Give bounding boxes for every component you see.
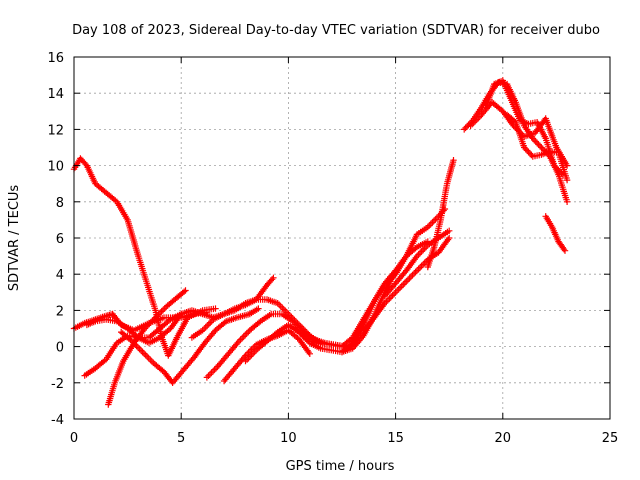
- y-tick-label: 0: [56, 341, 64, 356]
- series-arc-5: [105, 287, 189, 408]
- data-point-markers: [105, 287, 189, 408]
- x-tick-label: 20: [495, 431, 512, 446]
- y-tick-label: 6: [56, 232, 64, 247]
- x-axis-label: GPS time / hours: [286, 459, 395, 474]
- series-arc-6: [118, 305, 262, 386]
- series-arc-18: [482, 77, 566, 178]
- data-points: [70, 77, 571, 408]
- chart-title: Day 108 of 2023, Sidereal Day-to-day VTE…: [72, 23, 600, 38]
- series-arc-14: [381, 227, 453, 300]
- series-arc-19: [503, 111, 571, 184]
- data-point-markers: [118, 305, 262, 386]
- series-arc-20: [542, 213, 569, 254]
- y-tick-label: -2: [51, 377, 64, 392]
- data-point-markers: [542, 213, 569, 254]
- x-tick-label: 10: [280, 431, 297, 446]
- y-tick-label: -4: [51, 413, 64, 428]
- x-tick-label: 5: [177, 431, 185, 446]
- axis-ticks: 0 5 10 15 20 25 -4 -2 0 2 4 6 8 10 12 14 16: [47, 51, 618, 446]
- x-tick-label: 15: [387, 431, 404, 446]
- x-tick-label: 25: [602, 431, 619, 446]
- data-point-markers: [424, 157, 457, 271]
- y-tick-label: 14: [47, 87, 64, 102]
- y-tick-label: 2: [56, 304, 64, 319]
- data-point-markers: [381, 227, 453, 300]
- data-point-markers: [349, 234, 453, 347]
- y-tick-label: 8: [56, 196, 64, 211]
- y-axis-label: SDTVAR / TECUs: [7, 185, 22, 292]
- series-arc-15: [424, 157, 457, 271]
- x-tick-label: 0: [70, 431, 78, 446]
- series-arc-13: [349, 234, 453, 347]
- series-arc-11: [295, 267, 399, 356]
- data-point-markers: [482, 77, 566, 178]
- y-tick-label: 12: [47, 123, 64, 138]
- y-tick-label: 16: [47, 51, 64, 66]
- data-point-markers: [503, 111, 571, 184]
- data-point-markers: [295, 267, 399, 356]
- y-tick-label: 4: [56, 268, 64, 283]
- y-tick-label: 10: [47, 160, 64, 175]
